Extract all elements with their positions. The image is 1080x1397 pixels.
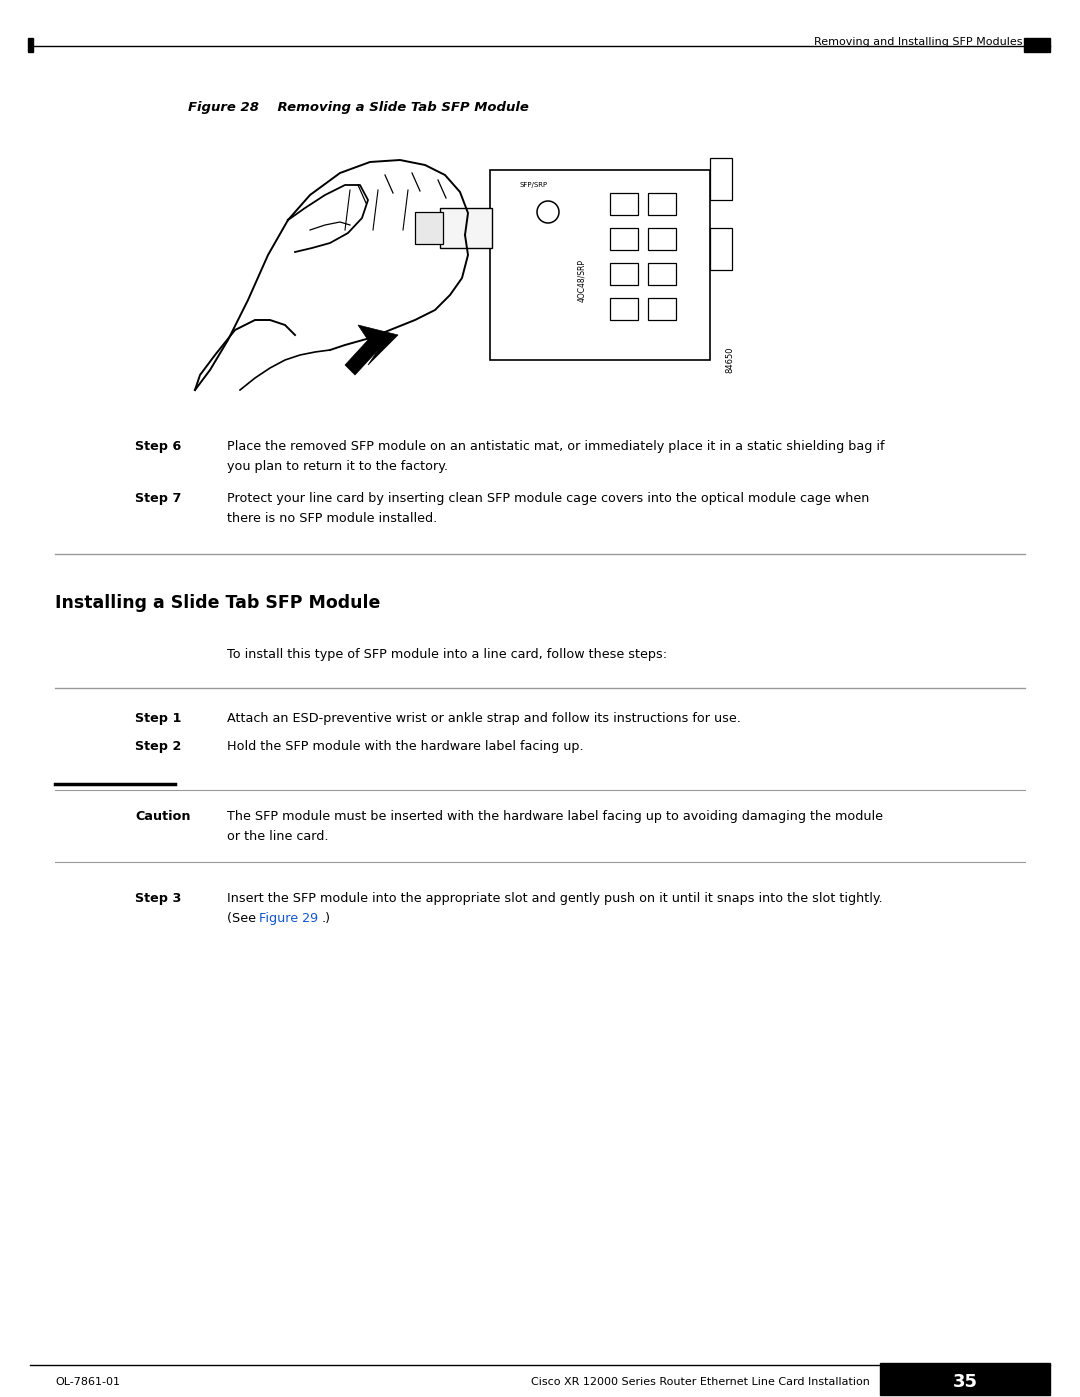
Bar bbox=[648, 298, 676, 320]
Text: 84650: 84650 bbox=[726, 346, 734, 373]
Bar bbox=[610, 228, 638, 250]
Text: (See: (See bbox=[227, 912, 260, 925]
Text: Place the removed SFP module on an antistatic mat, or immediately place it in a : Place the removed SFP module on an antis… bbox=[227, 440, 885, 453]
Text: Figure 28    Removing a Slide Tab SFP Module: Figure 28 Removing a Slide Tab SFP Modul… bbox=[188, 102, 529, 115]
Bar bbox=[1024, 38, 1050, 52]
Text: Step 3: Step 3 bbox=[135, 893, 181, 905]
Text: Caution: Caution bbox=[135, 810, 190, 823]
Bar bbox=[415, 212, 443, 244]
Bar bbox=[610, 193, 638, 215]
Bar bbox=[648, 263, 676, 285]
Bar bbox=[710, 228, 732, 270]
Text: Installing a Slide Tab SFP Module: Installing a Slide Tab SFP Module bbox=[55, 594, 380, 612]
Text: or the line card.: or the line card. bbox=[227, 830, 328, 842]
Text: The SFP module must be inserted with the hardware label facing up to avoiding da: The SFP module must be inserted with the… bbox=[227, 810, 882, 823]
Text: Figure 29: Figure 29 bbox=[259, 912, 318, 925]
Text: Attach an ESD-preventive wrist or ankle strap and follow its instructions for us: Attach an ESD-preventive wrist or ankle … bbox=[227, 712, 741, 725]
Bar bbox=[28, 38, 33, 52]
Text: you plan to return it to the factory.: you plan to return it to the factory. bbox=[227, 460, 448, 474]
Bar bbox=[440, 208, 492, 249]
Text: Step 7: Step 7 bbox=[135, 492, 181, 504]
Text: To install this type of SFP module into a line card, follow these steps:: To install this type of SFP module into … bbox=[227, 648, 667, 661]
Text: 4OC48/SRP: 4OC48/SRP bbox=[578, 258, 586, 302]
Text: Insert the SFP module into the appropriate slot and gently push on it until it s: Insert the SFP module into the appropria… bbox=[227, 893, 882, 905]
Bar bbox=[710, 158, 732, 200]
Text: there is no SFP module installed.: there is no SFP module installed. bbox=[227, 511, 437, 525]
Text: Protect your line card by inserting clean SFP module cage covers into the optica: Protect your line card by inserting clea… bbox=[227, 492, 869, 504]
Bar bbox=[880, 1363, 1050, 1396]
Text: OL-7861-01: OL-7861-01 bbox=[55, 1377, 120, 1387]
Text: Hold the SFP module with the hardware label facing up.: Hold the SFP module with the hardware la… bbox=[227, 740, 583, 753]
Bar bbox=[610, 298, 638, 320]
Text: Removing and Installing SFP Modules: Removing and Installing SFP Modules bbox=[813, 36, 1022, 47]
Text: Cisco XR 12000 Series Router Ethernet Line Card Installation: Cisco XR 12000 Series Router Ethernet Li… bbox=[531, 1377, 870, 1387]
Bar bbox=[648, 193, 676, 215]
Text: Step 6: Step 6 bbox=[135, 440, 181, 453]
Text: .): .) bbox=[322, 912, 330, 925]
Text: 35: 35 bbox=[953, 1373, 977, 1391]
Text: SFP/SRP: SFP/SRP bbox=[519, 182, 549, 189]
Bar bbox=[610, 263, 638, 285]
Bar bbox=[648, 228, 676, 250]
Polygon shape bbox=[345, 326, 399, 374]
Text: Step 2: Step 2 bbox=[135, 740, 181, 753]
Text: Step 1: Step 1 bbox=[135, 712, 181, 725]
